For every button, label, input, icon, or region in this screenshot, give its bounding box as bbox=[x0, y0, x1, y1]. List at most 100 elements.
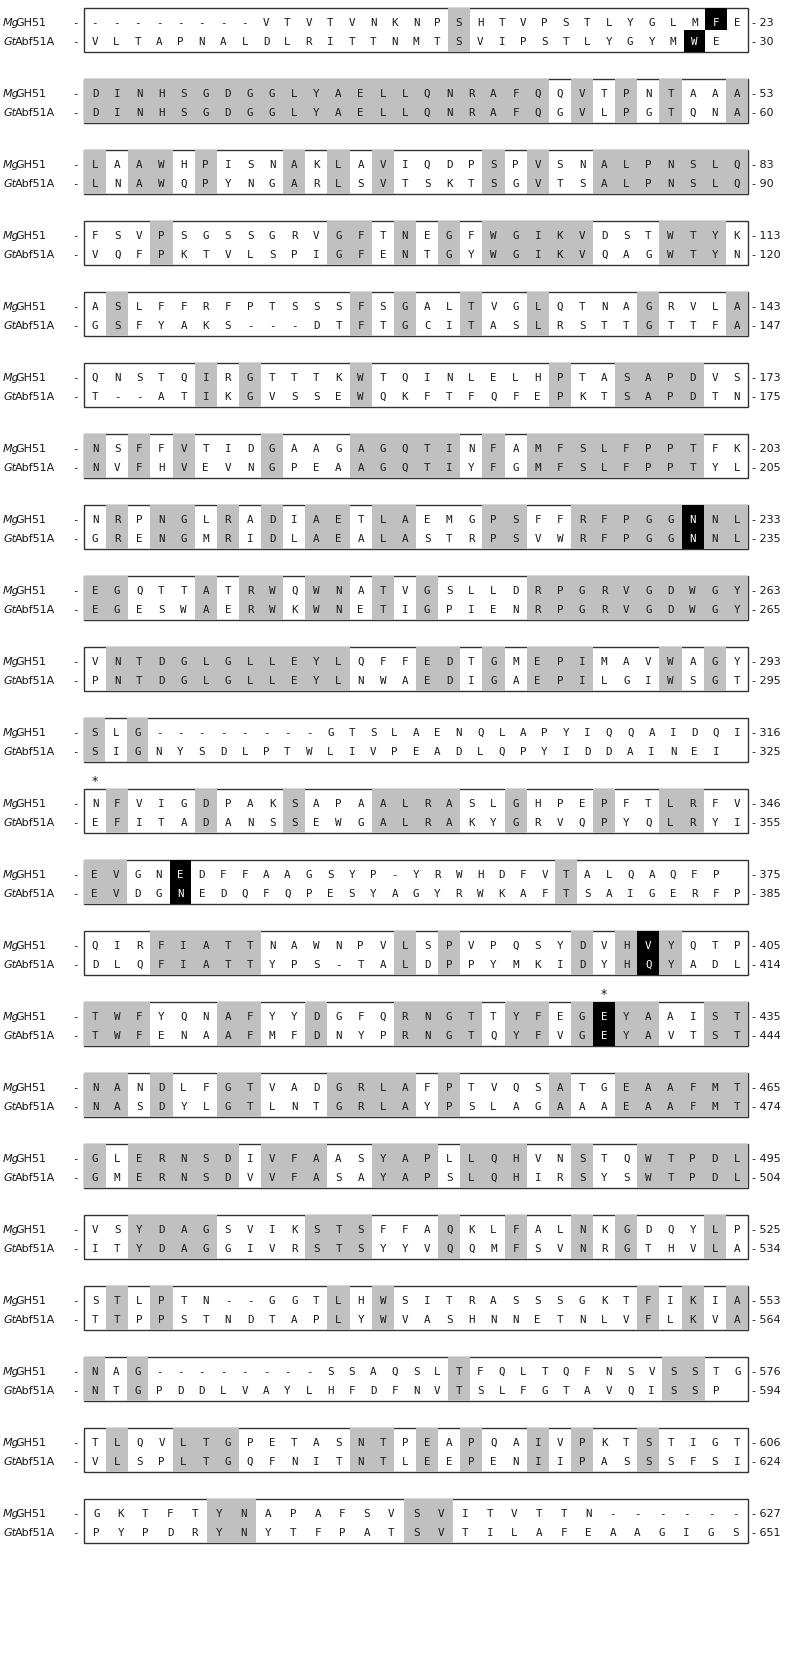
Text: Y: Y bbox=[313, 89, 320, 99]
Text: N: N bbox=[91, 1368, 98, 1376]
Text: Q: Q bbox=[136, 1438, 143, 1448]
Text: M: M bbox=[413, 37, 419, 47]
Text: T: T bbox=[689, 231, 696, 241]
Text: T: T bbox=[92, 392, 98, 402]
Text: S: S bbox=[136, 1101, 143, 1111]
Text: E: E bbox=[670, 888, 676, 898]
Bar bbox=[549, 1073, 571, 1116]
Text: L: L bbox=[499, 1386, 505, 1396]
Text: P: P bbox=[402, 1438, 408, 1448]
Text: T: T bbox=[202, 1314, 209, 1324]
Text: W: W bbox=[380, 675, 386, 685]
Bar bbox=[416, 434, 438, 478]
Text: V: V bbox=[542, 870, 548, 880]
Text: Y: Y bbox=[269, 1012, 276, 1022]
Bar bbox=[372, 149, 394, 194]
Text: F: F bbox=[561, 1529, 567, 1539]
Bar bbox=[232, 1498, 256, 1544]
Text: F: F bbox=[380, 1225, 386, 1235]
Text: V: V bbox=[534, 535, 541, 543]
Text: -: - bbox=[134, 18, 141, 28]
Bar bbox=[726, 504, 748, 550]
Text: R: R bbox=[225, 515, 231, 525]
Text: S: S bbox=[91, 747, 98, 758]
Text: -: - bbox=[72, 1012, 79, 1022]
Text: Q: Q bbox=[490, 392, 497, 402]
Text: I: I bbox=[579, 657, 585, 667]
Text: G: G bbox=[327, 727, 333, 737]
Text: -: - bbox=[284, 1368, 291, 1376]
Text: -: - bbox=[241, 1368, 248, 1376]
Text: Mg: Mg bbox=[3, 231, 20, 241]
Text: S: S bbox=[327, 870, 333, 880]
Text: N: N bbox=[92, 799, 98, 810]
Bar bbox=[638, 954, 660, 975]
Bar bbox=[438, 1215, 461, 1259]
Text: F: F bbox=[713, 18, 719, 28]
Text: L: L bbox=[711, 159, 718, 169]
Text: T: T bbox=[349, 37, 355, 47]
Text: F: F bbox=[520, 870, 526, 880]
Text: L: L bbox=[220, 1386, 226, 1396]
Text: Y: Y bbox=[542, 747, 548, 758]
Text: A: A bbox=[557, 1083, 563, 1093]
Text: Q: Q bbox=[136, 587, 143, 597]
Text: I: I bbox=[247, 535, 253, 543]
Text: - 295: - 295 bbox=[752, 675, 781, 685]
Text: -: - bbox=[306, 727, 312, 737]
Bar bbox=[306, 1002, 327, 1046]
Text: N: N bbox=[136, 107, 143, 117]
Text: T: T bbox=[335, 1456, 341, 1466]
Text: I: I bbox=[649, 1386, 655, 1396]
Text: A: A bbox=[158, 392, 164, 402]
Text: G: G bbox=[667, 515, 674, 525]
Text: S: S bbox=[291, 392, 298, 402]
Text: A: A bbox=[313, 799, 320, 810]
Text: T: T bbox=[380, 372, 386, 382]
Text: I: I bbox=[424, 372, 430, 382]
Bar bbox=[549, 577, 571, 620]
Text: - 316: - 316 bbox=[752, 727, 781, 737]
Bar bbox=[416, 577, 438, 620]
Bar bbox=[84, 717, 748, 763]
Text: F: F bbox=[713, 888, 719, 898]
Text: T: T bbox=[601, 320, 607, 330]
Text: K: K bbox=[557, 250, 563, 260]
Text: T: T bbox=[468, 302, 475, 312]
Text: A: A bbox=[490, 89, 497, 99]
Text: P: P bbox=[557, 657, 563, 667]
Text: P: P bbox=[158, 231, 164, 241]
Text: D: D bbox=[202, 799, 209, 810]
Text: A: A bbox=[291, 179, 298, 189]
Text: Gt: Gt bbox=[3, 605, 16, 615]
Text: I: I bbox=[313, 250, 320, 260]
Bar bbox=[372, 577, 394, 620]
Text: R: R bbox=[225, 535, 231, 543]
Text: S: S bbox=[490, 159, 497, 169]
Text: GH51: GH51 bbox=[15, 727, 46, 737]
Text: R: R bbox=[534, 587, 541, 597]
Bar bbox=[172, 79, 195, 122]
Text: G: G bbox=[92, 1153, 98, 1163]
Bar bbox=[504, 504, 526, 550]
Text: -: - bbox=[156, 1368, 162, 1376]
Text: Mg: Mg bbox=[3, 1225, 20, 1235]
Text: T: T bbox=[536, 1508, 542, 1518]
Text: F: F bbox=[357, 250, 364, 260]
Text: Y: Y bbox=[370, 888, 376, 898]
Text: Q: Q bbox=[136, 960, 143, 970]
Text: E: E bbox=[357, 107, 364, 117]
Text: G: G bbox=[402, 302, 408, 312]
Bar bbox=[306, 1215, 327, 1259]
Text: E: E bbox=[225, 605, 231, 615]
Bar bbox=[615, 364, 638, 407]
Text: A: A bbox=[313, 535, 320, 543]
Text: T: T bbox=[689, 320, 696, 330]
Text: S: S bbox=[370, 727, 376, 737]
Text: A: A bbox=[601, 179, 607, 189]
Text: R: R bbox=[424, 799, 430, 810]
Text: S: S bbox=[413, 1508, 419, 1518]
Text: Mg: Mg bbox=[3, 940, 20, 950]
Bar bbox=[150, 930, 172, 975]
Text: N: N bbox=[198, 37, 205, 47]
